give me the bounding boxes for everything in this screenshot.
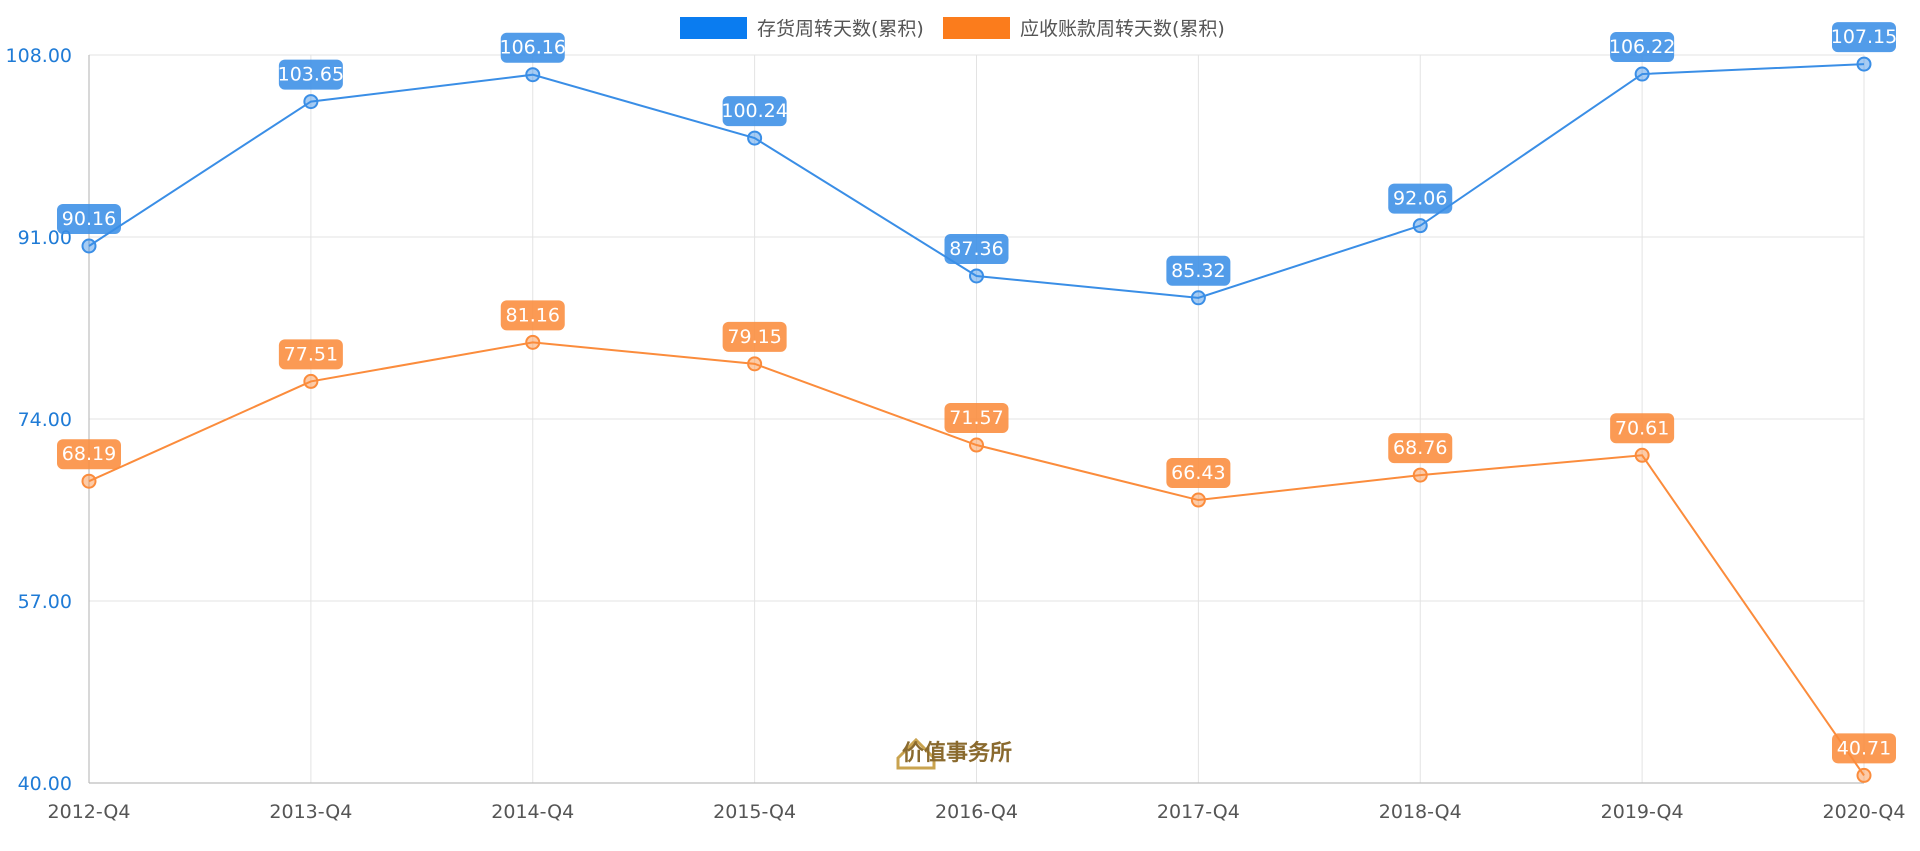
data-point[interactable] xyxy=(1190,290,1206,306)
data-label-box xyxy=(278,59,343,90)
x-tick-label: 2014-Q4 xyxy=(491,801,574,823)
data-label-box xyxy=(500,300,565,331)
data-label: 106.22 xyxy=(1609,36,1675,58)
legend[interactable]: 存货周转天数(累积) 应收账款周转天数(累积) xyxy=(680,17,1225,40)
data-point[interactable] xyxy=(81,473,97,489)
legend-item[interactable]: 存货周转天数(累积) xyxy=(680,17,924,40)
data-label-box xyxy=(1388,183,1453,214)
x-tick-label: 2019-Q4 xyxy=(1601,801,1684,823)
data-label: 71.57 xyxy=(949,407,1003,429)
data-point[interactable] xyxy=(747,130,763,146)
data-point[interactable] xyxy=(1856,767,1872,783)
legend-swatch xyxy=(943,17,1010,39)
house-logo-icon xyxy=(896,737,936,770)
data-label-box xyxy=(1610,32,1675,63)
data-point[interactable] xyxy=(1634,66,1650,82)
legend-label: 存货周转天数(累积) xyxy=(757,18,924,40)
y-axis-ticks: 40.00 57.00 74.00 91.00 108.00 xyxy=(6,45,72,795)
data-label-box xyxy=(1832,733,1896,764)
data-label-box xyxy=(57,439,121,470)
x-tick-label: 2016-Q4 xyxy=(935,801,1018,823)
data-label: 68.76 xyxy=(1393,437,1447,459)
data-point[interactable] xyxy=(303,373,319,389)
data-label: 90.16 xyxy=(62,208,116,230)
data-label: 85.32 xyxy=(1171,260,1225,282)
data-label: 103.65 xyxy=(278,64,344,86)
data-point[interactable] xyxy=(81,238,97,254)
data-label-box xyxy=(500,32,565,63)
series-line xyxy=(88,63,1865,299)
data-label: 40.71 xyxy=(1837,737,1891,759)
data-label: 66.43 xyxy=(1171,462,1225,484)
axes xyxy=(88,55,1864,784)
data-label: 107.15 xyxy=(1831,26,1897,48)
data-point[interactable] xyxy=(747,356,763,372)
data-label: 106.16 xyxy=(500,37,566,59)
data-point[interactable] xyxy=(525,334,541,350)
data-label-box xyxy=(1388,433,1453,464)
x-tick-label: 2018-Q4 xyxy=(1379,801,1462,823)
data-point[interactable] xyxy=(1634,447,1650,463)
data-label: 87.36 xyxy=(949,238,1003,260)
legend-label: 应收账款周转天数(累积) xyxy=(1020,18,1225,40)
data-point[interactable] xyxy=(1412,467,1428,483)
x-tick-label: 2020-Q4 xyxy=(1823,801,1906,823)
data-label-box xyxy=(944,233,1009,264)
data-label-box xyxy=(722,321,787,352)
data-point[interactable] xyxy=(1190,492,1206,508)
data-point[interactable] xyxy=(969,268,984,284)
data-point[interactable] xyxy=(969,437,984,453)
data-label: 68.19 xyxy=(62,443,116,465)
x-tick-label: 2012-Q4 xyxy=(48,801,131,823)
watermark: 价值事务所 xyxy=(896,737,1012,770)
data-point[interactable] xyxy=(1856,56,1872,72)
y-tick-label: 91.00 xyxy=(18,227,72,249)
y-tick-label: 74.00 xyxy=(18,409,72,431)
data-label: 92.06 xyxy=(1393,188,1447,210)
data-label: 70.61 xyxy=(1615,417,1669,439)
x-tick-label: 2013-Q4 xyxy=(269,801,352,823)
data-point[interactable] xyxy=(303,94,319,110)
data-label: 79.15 xyxy=(727,326,781,348)
data-label-box xyxy=(1166,255,1231,286)
series-line xyxy=(88,341,1865,776)
y-tick-label: 57.00 xyxy=(18,591,72,613)
data-label-box xyxy=(1832,22,1896,53)
data-point[interactable] xyxy=(1412,218,1428,234)
x-tick-label: 2015-Q4 xyxy=(713,801,796,823)
series xyxy=(81,56,1872,783)
x-tick-label: 2017-Q4 xyxy=(1157,801,1240,823)
data-label: 77.51 xyxy=(284,343,338,365)
data-label-box xyxy=(944,403,1009,434)
legend-swatch xyxy=(680,17,747,39)
data-point[interactable] xyxy=(525,67,541,83)
y-tick-label: 40.00 xyxy=(18,773,72,795)
data-label: 81.16 xyxy=(506,304,560,326)
data-label: 100.24 xyxy=(721,100,787,122)
data-label-box xyxy=(1166,458,1231,489)
data-label-box xyxy=(722,96,787,127)
data-label-box xyxy=(278,339,343,370)
watermark-text: 价值事务所 xyxy=(902,740,1012,766)
data-label-box xyxy=(1610,413,1675,444)
x-axis-ticks: 2012-Q4 2013-Q4 2014-Q4 2015-Q4 2016-Q4 2017-… xyxy=(48,801,1906,823)
legend-item[interactable]: 应收账款周转天数(累积) xyxy=(943,17,1225,40)
data-labels: 90.16 103.65 106.16 100.24 87.36 85.32 92.06 10… xyxy=(57,22,1897,764)
data-label-box xyxy=(57,203,121,234)
y-tick-label: 108.00 xyxy=(6,45,72,67)
